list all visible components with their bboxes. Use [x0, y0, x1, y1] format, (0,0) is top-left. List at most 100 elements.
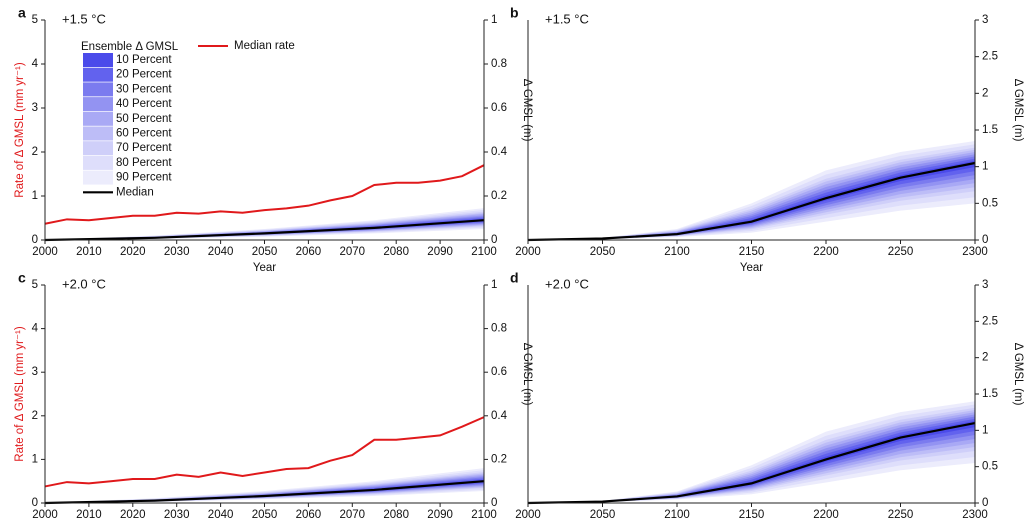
median-line: [527, 161, 976, 242]
legend-label: 40 Percent: [116, 98, 172, 110]
x-tick-label: 2090: [427, 509, 453, 521]
x-tick-label: 2030: [164, 509, 190, 521]
x-tick-label: 2050: [252, 246, 278, 258]
x-tick-label: 2150: [739, 246, 765, 258]
legend-title: Ensemble Δ GMSL: [81, 41, 179, 53]
y-tick-label: 1: [32, 453, 38, 465]
y2-tick-label: 0: [982, 234, 988, 246]
x-tick-label: 2100: [471, 509, 497, 521]
y2-tick-label: 1.5: [982, 124, 998, 136]
panel-label: c: [18, 270, 26, 286]
legend-label: 20 Percent: [116, 69, 172, 81]
band: [528, 158, 975, 240]
y2-tick-label: 2: [982, 352, 988, 364]
x-tick-label: 2070: [340, 509, 366, 521]
y2-tick-label: 0.4: [491, 146, 508, 158]
median-line: [44, 219, 485, 242]
x-tick-label: 2250: [888, 246, 914, 258]
x-tick-label: 2000: [32, 246, 58, 258]
x-tick-label: 2020: [120, 509, 146, 521]
band: [528, 418, 975, 503]
y2-tick-label: 0.6: [491, 366, 507, 378]
y2-tick-label: 0.2: [491, 453, 507, 465]
y2-tick-label: 0: [982, 497, 988, 509]
panel: 2000 2010 2020 2030 2040 2050 2060 2070 2080 2090…: [14, 5, 533, 274]
y2-tick-label: 0: [491, 234, 497, 246]
x-tick-label: 2060: [296, 246, 322, 258]
x-tick-label: 2050: [590, 246, 616, 258]
x-tick-label: 2100: [471, 246, 497, 258]
band: [528, 404, 975, 503]
x-tick-label: 2050: [590, 509, 616, 521]
x-tick-label: 2050: [252, 509, 278, 521]
band: [528, 416, 975, 503]
band: [45, 477, 484, 503]
y-axis-label: Rate of Δ GMSL (mm yr⁻¹): [14, 326, 26, 462]
y2-tick-label: 2.5: [982, 51, 998, 63]
y-tick-label: 0: [32, 497, 38, 509]
y-axis-label: Rate of Δ GMSL (mm yr⁻¹): [14, 62, 26, 198]
legend-swatch: [83, 111, 113, 126]
x-tick-label: 2100: [664, 509, 690, 521]
y2-tick-label: 0.2: [491, 190, 507, 202]
y2-tick-label: 0.5: [982, 197, 998, 209]
y-tick-label: 5: [32, 279, 38, 291]
x-tick-label: 2200: [813, 509, 839, 521]
x-tick-label: 2080: [383, 246, 409, 258]
panel-label: a: [18, 5, 26, 21]
legend-label: 60 Percent: [116, 128, 172, 140]
legend-swatch: [83, 82, 113, 97]
y2-tick-label: 1: [491, 279, 497, 291]
y2-tick-label: 2.5: [982, 315, 998, 327]
x-tick-label: 2010: [76, 509, 102, 521]
y2-tick-label: 0.5: [982, 461, 998, 473]
x-tick-label: 2090: [427, 246, 453, 258]
y2-tick-label: 0.4: [491, 410, 508, 422]
panel-label: b: [510, 5, 519, 21]
y2-axis-label: Δ GMSL (m): [521, 79, 533, 142]
x-tick-label: 2250: [888, 509, 914, 521]
y2-tick-label: 2: [982, 87, 988, 99]
x-tick-label: 2300: [962, 509, 988, 521]
x-axis-label: Year: [740, 262, 763, 274]
x-tick-label: 2080: [383, 509, 409, 521]
median-line: [44, 480, 485, 505]
x-tick-label: 2020: [120, 246, 146, 258]
annotation: +1.5 °C: [62, 11, 106, 26]
y2-tick-label: 0.6: [491, 102, 507, 114]
x-tick-label: 2200: [813, 246, 839, 258]
x-tick-label: 2040: [208, 246, 234, 258]
y-tick-label: 0: [32, 234, 38, 246]
legend-swatch: [83, 155, 113, 170]
x-tick-label: 2000: [32, 509, 58, 521]
y2-tick-label: 0.8: [491, 323, 507, 335]
y2-tick-label: 1: [491, 14, 497, 26]
y2-tick-label: 3: [982, 14, 988, 26]
y2-tick-label: 3: [982, 279, 988, 291]
annotation: +2.0 °C: [62, 276, 106, 291]
y-tick-label: 4: [32, 58, 39, 70]
band: [528, 407, 975, 503]
rate-line: [44, 416, 485, 488]
x-tick-label: 2150: [739, 509, 765, 521]
x-tick-label: 2300: [962, 246, 988, 258]
legend-label: 10 Percent: [116, 54, 172, 66]
legend-label: Median: [116, 186, 154, 198]
panel-label: d: [510, 270, 519, 286]
band: [528, 409, 975, 503]
x-tick-label: 2100: [664, 246, 690, 258]
legend-swatch: [83, 141, 113, 156]
y2-axis-label: Δ GMSL (m): [1012, 343, 1024, 406]
y-tick-label: 4: [32, 323, 39, 335]
legend-swatch: [83, 170, 113, 185]
legend-label: 80 Percent: [116, 157, 172, 169]
y2-tick-label: 1: [982, 424, 988, 436]
y2-tick-label: 0.8: [491, 58, 507, 70]
legend-label: 50 Percent: [116, 113, 172, 125]
panel: 2000 2010 2020 2030 2040 2050 2060 2070 2080 2090…: [14, 270, 533, 521]
x-tick-label: 2000: [515, 509, 541, 521]
